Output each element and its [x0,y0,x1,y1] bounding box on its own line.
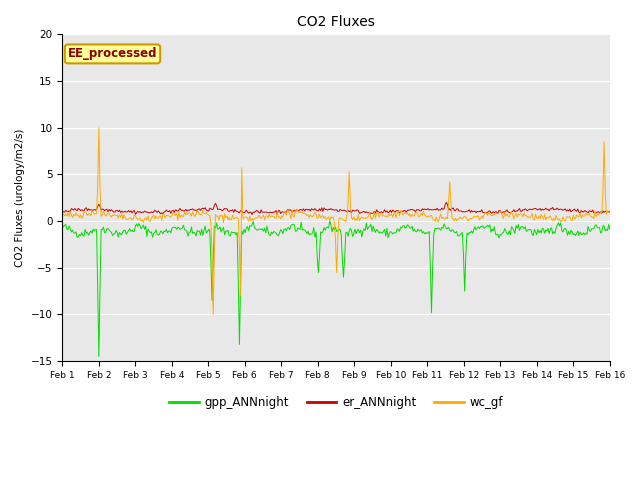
er_ANNnight [392,208,400,214]
er_ANNnight [463,208,471,214]
wc_gf [463,216,471,221]
Y-axis label: CO2 Fluxes (urology/m2/s): CO2 Fluxes (urology/m2/s) [15,129,25,267]
gpp_ANNnight [463,230,471,236]
er_ANNnight [558,207,566,213]
gpp_ANNnight [367,221,375,227]
wc_gf [394,210,401,216]
er_ANNnight [366,211,374,216]
er_ANNnight [442,200,450,205]
er_ANNnight [291,207,298,213]
wc_gf [58,212,66,218]
Line: gpp_ANNnight: gpp_ANNnight [62,221,610,357]
wc_gf [292,209,300,215]
wc_gf [606,209,614,215]
wc_gf [209,312,217,317]
gpp_ANNnight [558,228,566,233]
wc_gf [231,216,239,221]
er_ANNnight [228,207,236,213]
wc_gf [367,216,375,221]
gpp_ANNnight [95,354,102,360]
wc_gf [95,125,102,131]
gpp_ANNnight [394,226,401,232]
wc_gf [558,218,566,224]
Legend: gpp_ANNnight, er_ANNnight, wc_gf: gpp_ANNnight, er_ANNnight, wc_gf [164,392,508,414]
Title: CO2 Fluxes: CO2 Fluxes [297,15,375,29]
er_ANNnight [606,209,614,215]
gpp_ANNnight [291,222,298,228]
gpp_ANNnight [326,218,333,224]
Line: er_ANNnight: er_ANNnight [62,203,610,215]
er_ANNnight [58,208,66,214]
gpp_ANNnight [606,227,614,232]
Text: EE_processed: EE_processed [68,48,157,60]
er_ANNnight [248,212,256,217]
gpp_ANNnight [230,230,237,236]
gpp_ANNnight [58,222,66,228]
Line: wc_gf: wc_gf [62,128,610,314]
